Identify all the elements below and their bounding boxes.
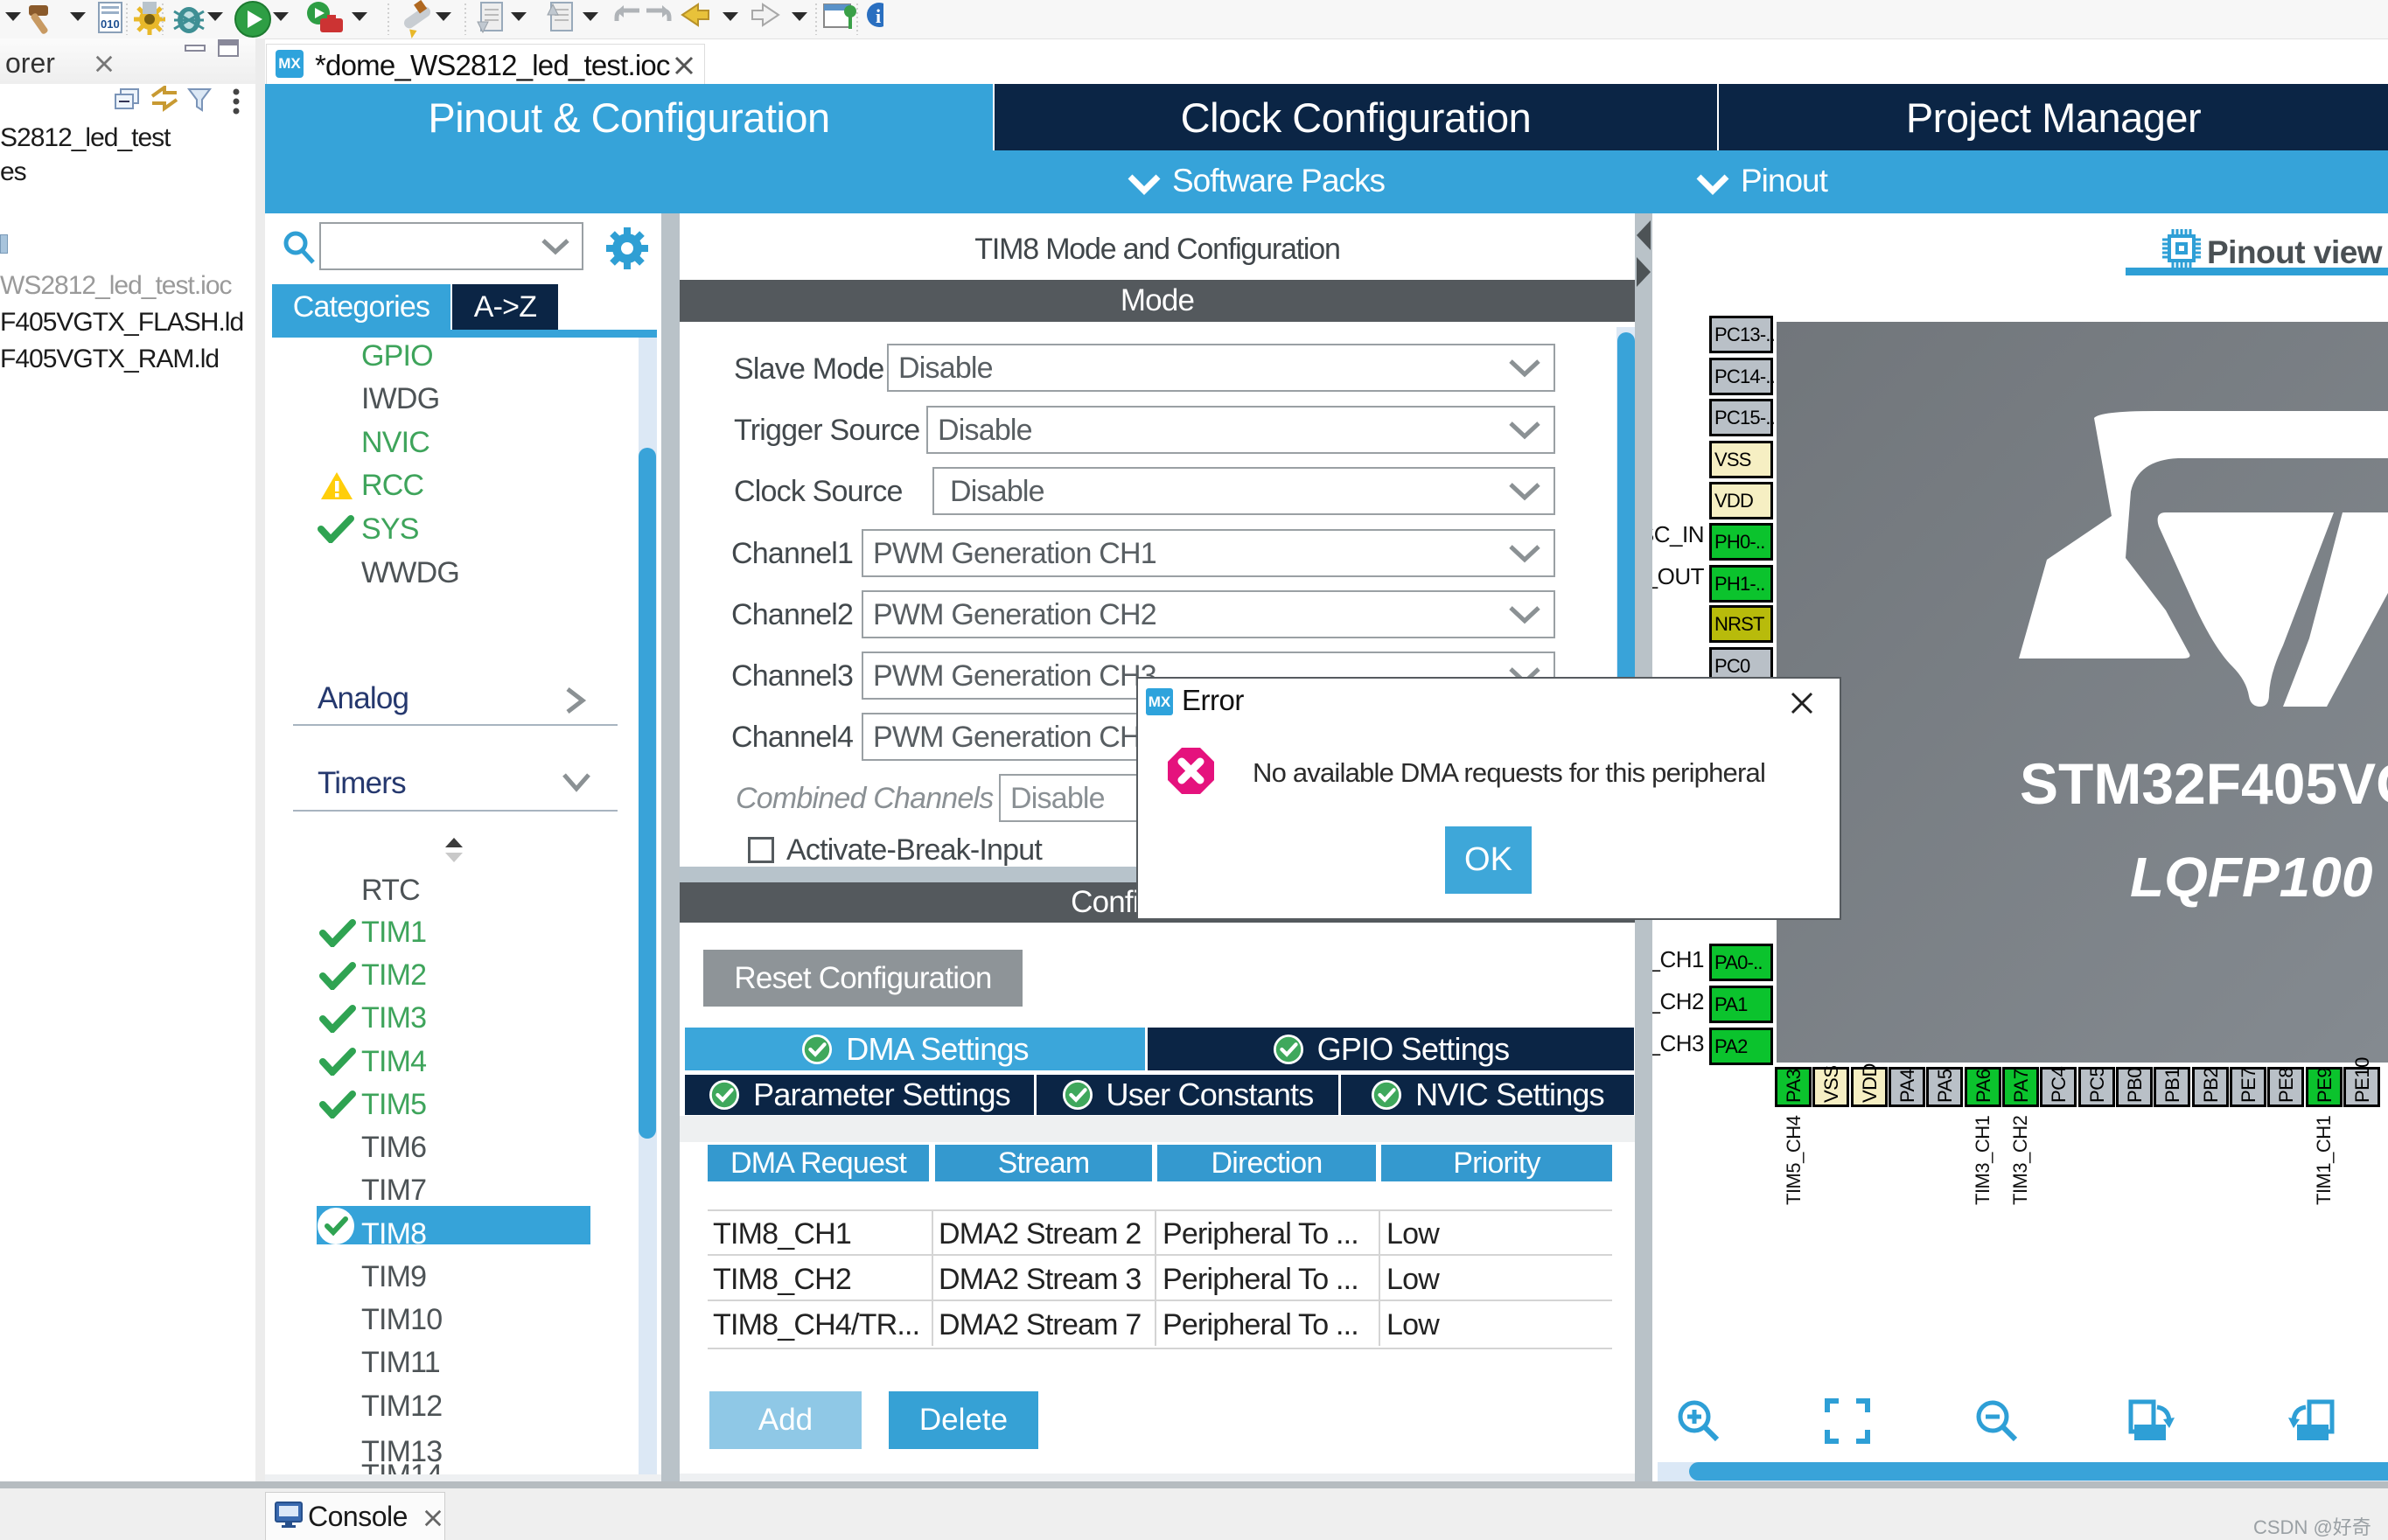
svg-text:i: i [876,5,881,27]
svg-text:010: 010 [101,17,120,31]
